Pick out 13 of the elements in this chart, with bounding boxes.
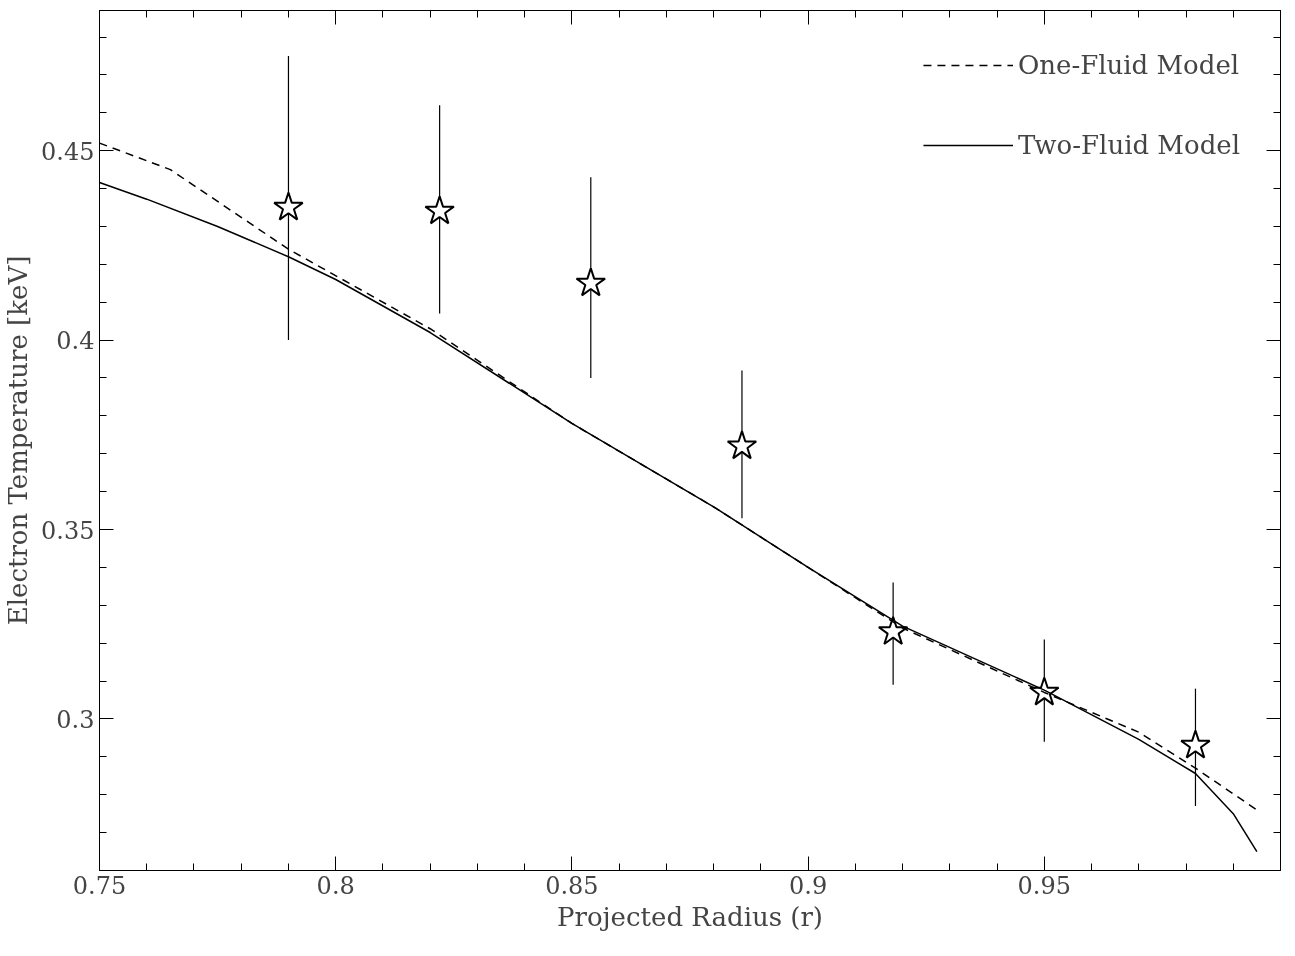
legend-label: One-Fluid Model (1017, 50, 1240, 80)
y-tick-label: 0.4 (56, 327, 95, 356)
y-axis-title: Electron Temperature [keV] (3, 255, 34, 626)
legend-label: Two-Fluid Model (1017, 130, 1240, 160)
y-tick-label: 0.45 (41, 137, 95, 166)
x-tick-label: 0.85 (545, 871, 599, 900)
x-tick-label: 0.9 (789, 871, 828, 900)
y-tick-label: 0.35 (41, 516, 95, 545)
x-tick-label: 0.8 (316, 871, 355, 900)
x-tick-label: 0.95 (1017, 871, 1072, 900)
x-tick-label: 0.75 (72, 871, 127, 900)
y-tick-label: 0.3 (56, 705, 95, 734)
x-axis-title: Projected Radius (r) (556, 901, 824, 932)
